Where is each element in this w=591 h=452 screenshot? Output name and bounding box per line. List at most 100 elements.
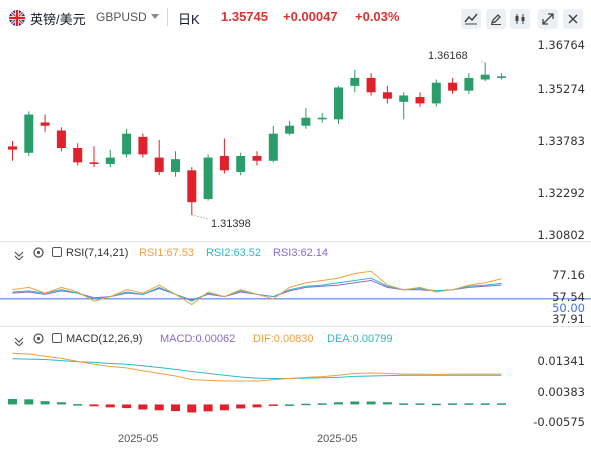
candle-up <box>171 159 180 172</box>
macd-histogram-bar <box>236 404 246 409</box>
interval-selector[interactable]: 日K <box>178 12 200 27</box>
price-change: +0.00047 <box>283 9 338 24</box>
chart-type-button[interactable] <box>510 9 530 29</box>
candle-up <box>236 155 246 172</box>
candle-up <box>480 74 490 80</box>
candle-down <box>448 82 458 91</box>
macd-axis-label: -0.00575 <box>533 415 585 429</box>
macd-histogram-bar <box>382 402 392 405</box>
rsi-axis-label: 37.91 <box>552 312 585 326</box>
macd-histogram-bar <box>317 403 327 405</box>
macd-chart[interactable] <box>0 344 591 432</box>
macd-histogram-bar <box>448 403 458 405</box>
candle-down <box>138 136 148 155</box>
symbol-code[interactable]: GBPUSD <box>96 10 147 24</box>
macd-axis-label: 0.01341 <box>537 354 585 368</box>
macd-histogram-bar <box>301 403 311 406</box>
macd-histogram-bar <box>56 402 66 405</box>
symbol-name[interactable]: 英镑/美元 <box>30 12 86 27</box>
candle-up <box>350 77 360 86</box>
macd-histogram-bar <box>187 404 197 413</box>
date-axis-label: 2025-05 <box>317 433 358 445</box>
macd-histogram-bar <box>138 404 148 410</box>
macd-histogram-bar <box>415 403 425 405</box>
macd-histogram-bar <box>105 404 115 408</box>
candle-up <box>268 133 278 161</box>
macd-collapse-chevron-icon[interactable] <box>13 333 25 351</box>
rsi-settings-gear-icon[interactable] <box>32 246 45 264</box>
symbol-dropdown-chevron-down-icon[interactable] <box>151 14 159 19</box>
rsi-axis-label: 57.54 <box>552 290 585 304</box>
macd-histogram-bar <box>464 403 474 405</box>
macd-histogram-bar <box>268 404 278 406</box>
candlestick-icon <box>515 14 525 24</box>
uk-flag-icon <box>9 10 25 26</box>
rsi-collapse-chevron-icon[interactable] <box>13 247 25 265</box>
candle-down <box>382 92 392 99</box>
macd-histogram-bar <box>252 404 262 408</box>
rsi-checkbox[interactable] <box>52 247 62 257</box>
candle-up <box>497 76 506 78</box>
candle-down <box>187 170 197 203</box>
candle-down <box>219 155 229 171</box>
candle-up <box>431 82 441 104</box>
chart-header: 英镑/美元 GBPUSD 日K 1.35745 +0.00047 +0.03% <box>0 0 591 34</box>
candle-up <box>464 77 474 91</box>
close-icon <box>568 14 578 24</box>
macd-histogram-bar <box>285 404 295 406</box>
candle-up <box>203 157 213 200</box>
high-annotation: 1.36168 <box>428 50 468 62</box>
candle-down <box>252 155 262 161</box>
macd-histogram-bar <box>350 401 360 405</box>
macd-histogram-bar <box>8 398 17 405</box>
rsi1-line <box>12 270 502 306</box>
candle-down <box>56 130 66 149</box>
candle-down <box>40 122 50 126</box>
macd-checkbox[interactable] <box>52 333 62 343</box>
header-divider <box>167 8 168 26</box>
price-axis-label: 1.36764 <box>537 38 585 52</box>
price-axis-label: 1.33783 <box>537 134 585 148</box>
low-marker-line <box>191 214 208 220</box>
macd-histogram-bar <box>122 404 132 409</box>
candle-up <box>122 133 132 155</box>
macd-histogram-bar <box>89 404 99 407</box>
expand-button[interactable] <box>538 9 558 29</box>
macd-title: MACD(12,26,9) <box>66 333 143 345</box>
indicator-button[interactable] <box>461 9 481 29</box>
expand-icon <box>542 13 554 25</box>
macd-axis-label: 0.00383 <box>537 385 585 399</box>
dif-value: DIF:0.00830 <box>253 333 314 345</box>
macd-settings-gear-icon[interactable] <box>32 332 45 350</box>
candle-down <box>89 162 99 164</box>
draw-button[interactable] <box>486 9 506 29</box>
price-axis-label: 1.35274 <box>537 82 585 96</box>
macd-value: MACD:0.00062 <box>160 333 236 345</box>
rsi-chart[interactable] <box>0 258 591 326</box>
macd-histogram-bar <box>431 403 441 406</box>
low-annotation: 1.31398 <box>211 218 251 230</box>
macd-histogram-bar <box>334 402 343 405</box>
pencil-icon <box>490 14 501 25</box>
macd-histogram-bar <box>40 401 50 405</box>
candle-up <box>105 157 115 164</box>
line-chart-icon <box>464 13 478 25</box>
candlestick-chart[interactable] <box>0 34 591 244</box>
macd-histogram-bar <box>480 403 490 405</box>
macd-histogram-bar <box>497 403 506 405</box>
rsi3-value: RSI3:62.14 <box>273 247 329 259</box>
macd-histogram-bar <box>219 404 229 411</box>
macd-histogram-bar <box>73 404 83 406</box>
rsi-title: RSI(7,14,21) <box>66 247 129 259</box>
macd-histogram-bar <box>154 404 164 411</box>
candle-up <box>285 125 295 134</box>
macd-histogram-bar <box>24 399 34 405</box>
macd-histogram-bar <box>366 401 376 405</box>
close-button[interactable] <box>563 9 583 29</box>
rsi-axis-label-50: 50.00 <box>552 301 585 315</box>
pane-separator <box>0 326 591 327</box>
rsi-axis-label: 77.16 <box>552 268 585 282</box>
dea-value: DEA:0.00799 <box>327 333 393 345</box>
candle-up <box>317 117 327 120</box>
candle-down <box>415 97 425 104</box>
